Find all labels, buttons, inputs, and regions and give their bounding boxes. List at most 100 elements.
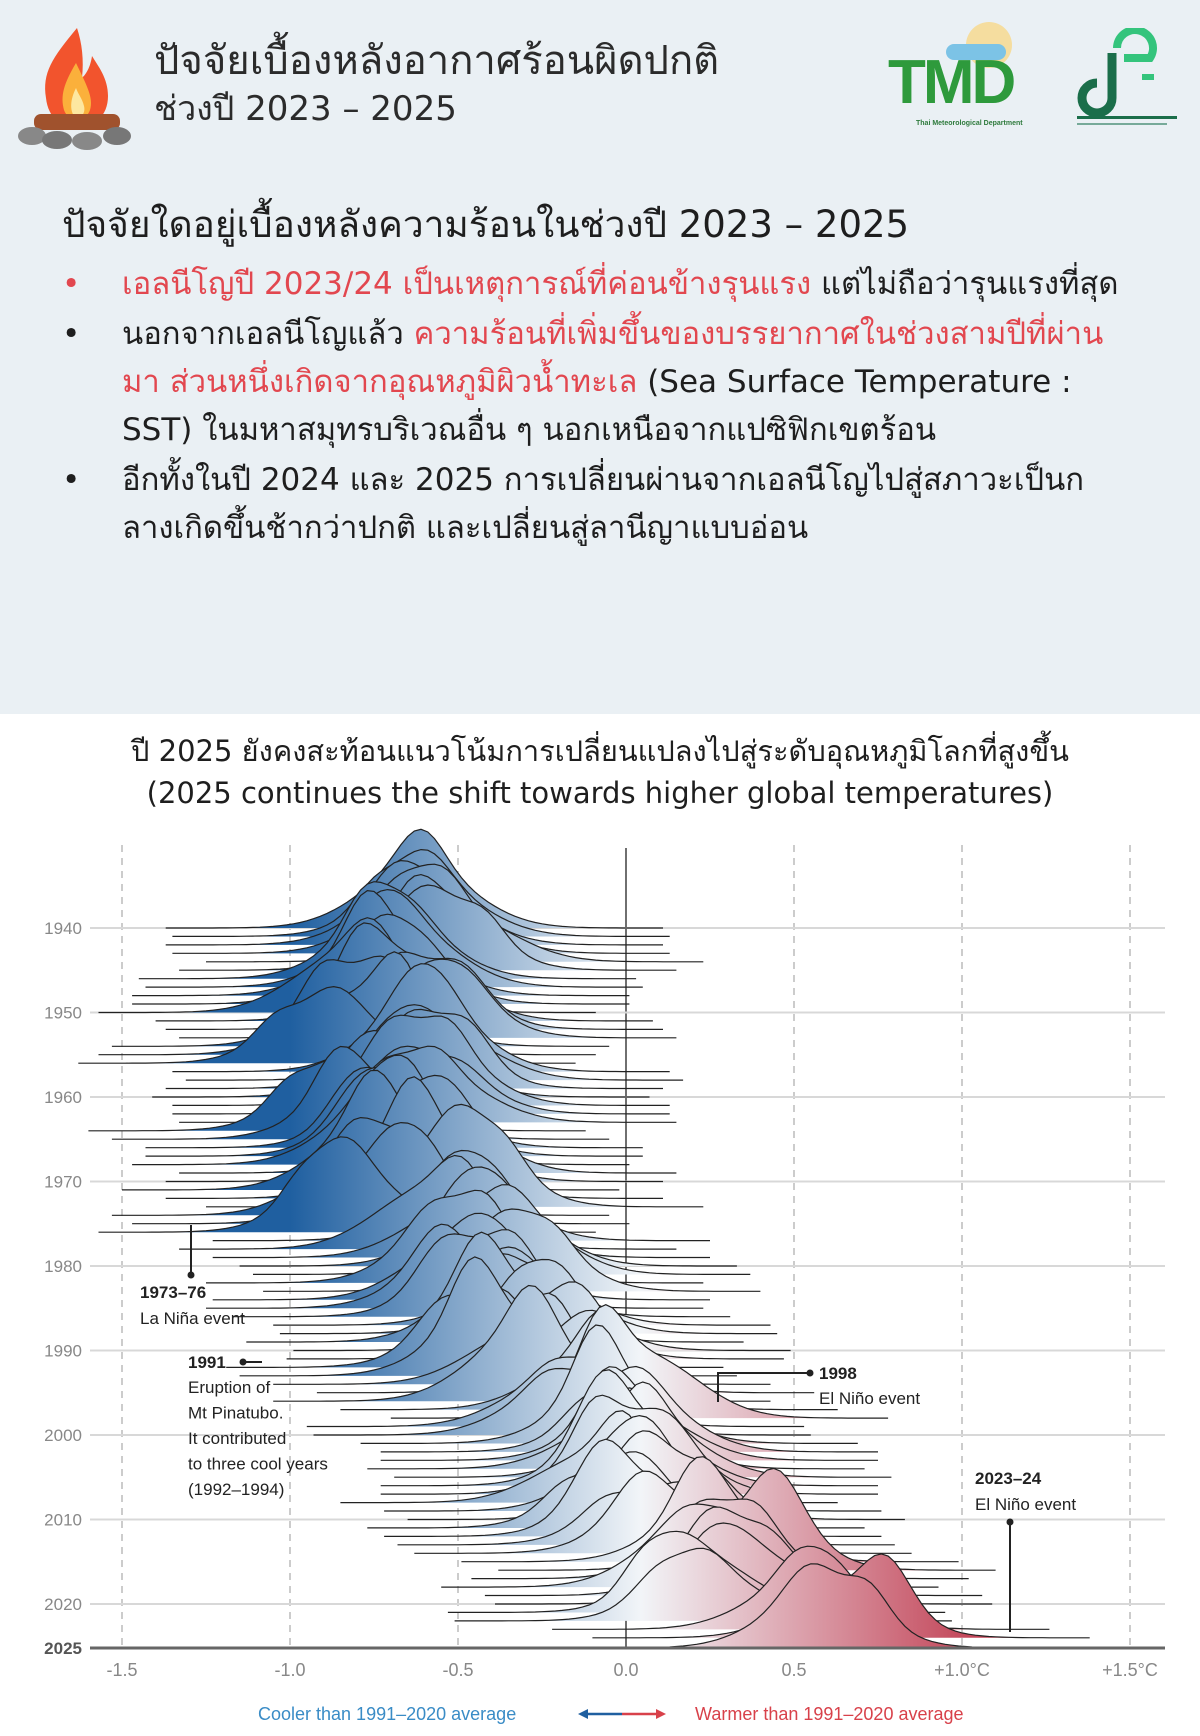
y-tick-label: 2010	[44, 1511, 82, 1530]
page-subtitle: ช่วงปี 2023 – 2025	[154, 89, 457, 129]
annotation-text: Eruption of	[188, 1378, 270, 1397]
ridge-line-1942	[165, 859, 663, 946]
ridge-fill-1976	[98, 1136, 596, 1233]
ridge-line-1945	[179, 884, 677, 971]
annotation-dot	[187, 1271, 195, 1279]
ridge-line-1941	[172, 848, 670, 937]
bullet-item: • นอกจากเอลนีโญแล้ว ความร้อนที่เพิ่มขึ้น…	[0, 310, 1132, 454]
ridge-line-2001	[360, 1324, 858, 1444]
y-tick-label: 1990	[44, 1342, 82, 1361]
ridge-line-1995	[316, 1309, 815, 1394]
ridge-fill-1993	[239, 1256, 737, 1376]
section-question: ปัจจัยใดอยู่เบื้องหลังความร้อนในช่วงปี 2…	[62, 203, 910, 246]
ridge-line-1984	[212, 1212, 710, 1301]
ridge-line-2023	[552, 1545, 1050, 1630]
y-tick-label: 2020	[44, 1595, 82, 1614]
ridge-line-1949	[132, 913, 630, 1005]
annotation-text: El Niño event	[975, 1495, 1076, 1514]
ridge-line-1948	[132, 889, 630, 997]
annotation-title: 1973–76	[140, 1283, 206, 1302]
ridge-line-1968	[132, 1054, 630, 1166]
ridge-line-1990	[293, 1258, 791, 1352]
ridge-line-1980	[239, 1166, 737, 1267]
campfire-icon	[18, 28, 131, 150]
y-tick-label: 1950	[44, 1004, 82, 1023]
y-tick-label: 2025	[44, 1639, 82, 1658]
ridge-line-2005	[394, 1381, 892, 1478]
ridge-line-1972	[165, 1076, 663, 1199]
annotation-text: to three cool years	[188, 1455, 328, 1474]
header-band: ปัจจัยเบื้องหลังอากาศร้อนผิดปกติ ช่วงปี …	[0, 0, 1200, 714]
title-block: ปัจจัยเบื้องหลังอากาศร้อนผิดปกติ ช่วงปี …	[154, 30, 854, 132]
annotation-text: La Niña event	[140, 1309, 245, 1328]
ridge-line-1943	[172, 863, 670, 954]
ridge-fill-1956	[78, 986, 576, 1064]
y-tick-label: 1980	[44, 1257, 82, 1276]
bullet-dot: •	[62, 316, 81, 352]
annotation-text: (1992–1994)	[188, 1480, 284, 1499]
annotation-dot	[1006, 1518, 1014, 1526]
ridge-line-1985	[206, 1223, 704, 1309]
ridge-line-1952	[165, 951, 663, 1030]
chart-heading: ปี 2025 ยังคงสะท้อนแนวโน้มการเปลี่ยนแปลง…	[0, 714, 1200, 814]
ridge-line-1987	[273, 1246, 771, 1326]
x-tick-label: +1.0°C	[934, 1660, 990, 1680]
chart-title: ปี 2025 ยังคงสะท้อนแนวโน้มการเปลี่ยนแปลง…	[131, 734, 1069, 768]
header: ปัจจัยเบื้องหลังอากาศร้อนผิดปกติ ช่วงปี …	[0, 22, 1200, 160]
ridge-line-2016	[498, 1467, 996, 1571]
bullet-item: • อีกทั้งในปี 2024 และ 2025 การเปลี่ยนผ่…	[0, 456, 1132, 552]
ridge-line-1989	[246, 1231, 744, 1343]
annotation-text: Mt Pinatubo.	[188, 1404, 283, 1423]
annotation-title: 1991	[188, 1353, 226, 1372]
annotation-leader	[717, 1372, 810, 1402]
annotation-title: 1998	[819, 1364, 857, 1383]
tmd-logo: TMD Thai Meteorological Department	[886, 22, 1046, 134]
y-tick-label: 1940	[44, 919, 82, 938]
ridge-line-2010	[407, 1430, 905, 1521]
ministry-logo	[1077, 28, 1177, 125]
ridge-line-1946	[138, 881, 637, 980]
ridge-line-1951	[155, 922, 653, 1022]
ridge-line-1959	[165, 1008, 663, 1090]
x-tick-label: -0.5	[442, 1660, 473, 1680]
x-tick-label: -1.5	[106, 1660, 137, 1680]
annotation-text: It contributed	[188, 1429, 286, 1448]
ridge-line-1940	[165, 828, 663, 929]
ridge-fill-1978	[179, 1155, 677, 1250]
x-tick-label: +1.5°C	[1102, 1660, 1158, 1680]
ridge-fill-1998	[390, 1304, 889, 1419]
ridge-fill-2022	[454, 1548, 952, 1621]
y-tick-label: 2000	[44, 1426, 82, 1445]
legend-warm: Warmer than 1991–2020 average	[695, 1704, 964, 1724]
arrow-right-icon	[656, 1709, 666, 1719]
ridge-line-1965	[111, 1045, 610, 1140]
bullet-item: • เอลนีโญปี 2023/24 เป็นเหตุการณ์ที่ค่อน…	[0, 260, 1132, 308]
page-content: ปัจจัยเบื้องหลังอากาศร้อนผิดปกติ ช่วงปี …	[0, 0, 1200, 814]
ridge-line-1957	[172, 963, 670, 1073]
y-tick-label: 1960	[44, 1088, 82, 1107]
ridge-line-1947	[145, 888, 643, 988]
ridge-line-1983	[263, 1208, 761, 1292]
ridge-line-1981	[253, 1184, 751, 1275]
ridge-line-1999	[306, 1356, 805, 1428]
ridge-fill-1996	[273, 1285, 771, 1402]
ridge-line-1978	[179, 1154, 677, 1250]
y-tick-label: 1970	[44, 1173, 82, 1192]
annotation-title: 2023–24	[975, 1469, 1042, 1488]
page-title: ปัจจัยเบื้องหลังอากาศร้อนผิดปกติ	[154, 38, 720, 84]
ridge-line-1969	[179, 1074, 677, 1174]
chart-subtitle: (2025 continues the shift towards higher…	[146, 776, 1054, 810]
x-tick-label: 0.0	[613, 1660, 638, 1680]
ridge-line-2003	[380, 1366, 878, 1461]
x-tick-label: 0.5	[781, 1660, 806, 1680]
ridge-line-1977	[212, 1149, 710, 1242]
bullet-dot: •	[62, 462, 81, 498]
legend-cool: Cooler than 1991–2020 average	[258, 1704, 516, 1724]
arrow-left-icon	[578, 1709, 588, 1719]
ridge-fill-2020	[494, 1523, 993, 1604]
ridge-fill-2025	[568, 1563, 1067, 1648]
logos: TMD Thai Meteorological Department	[886, 22, 1186, 142]
ridge-line-2006	[380, 1369, 878, 1487]
ridge-line-1997	[340, 1308, 838, 1411]
